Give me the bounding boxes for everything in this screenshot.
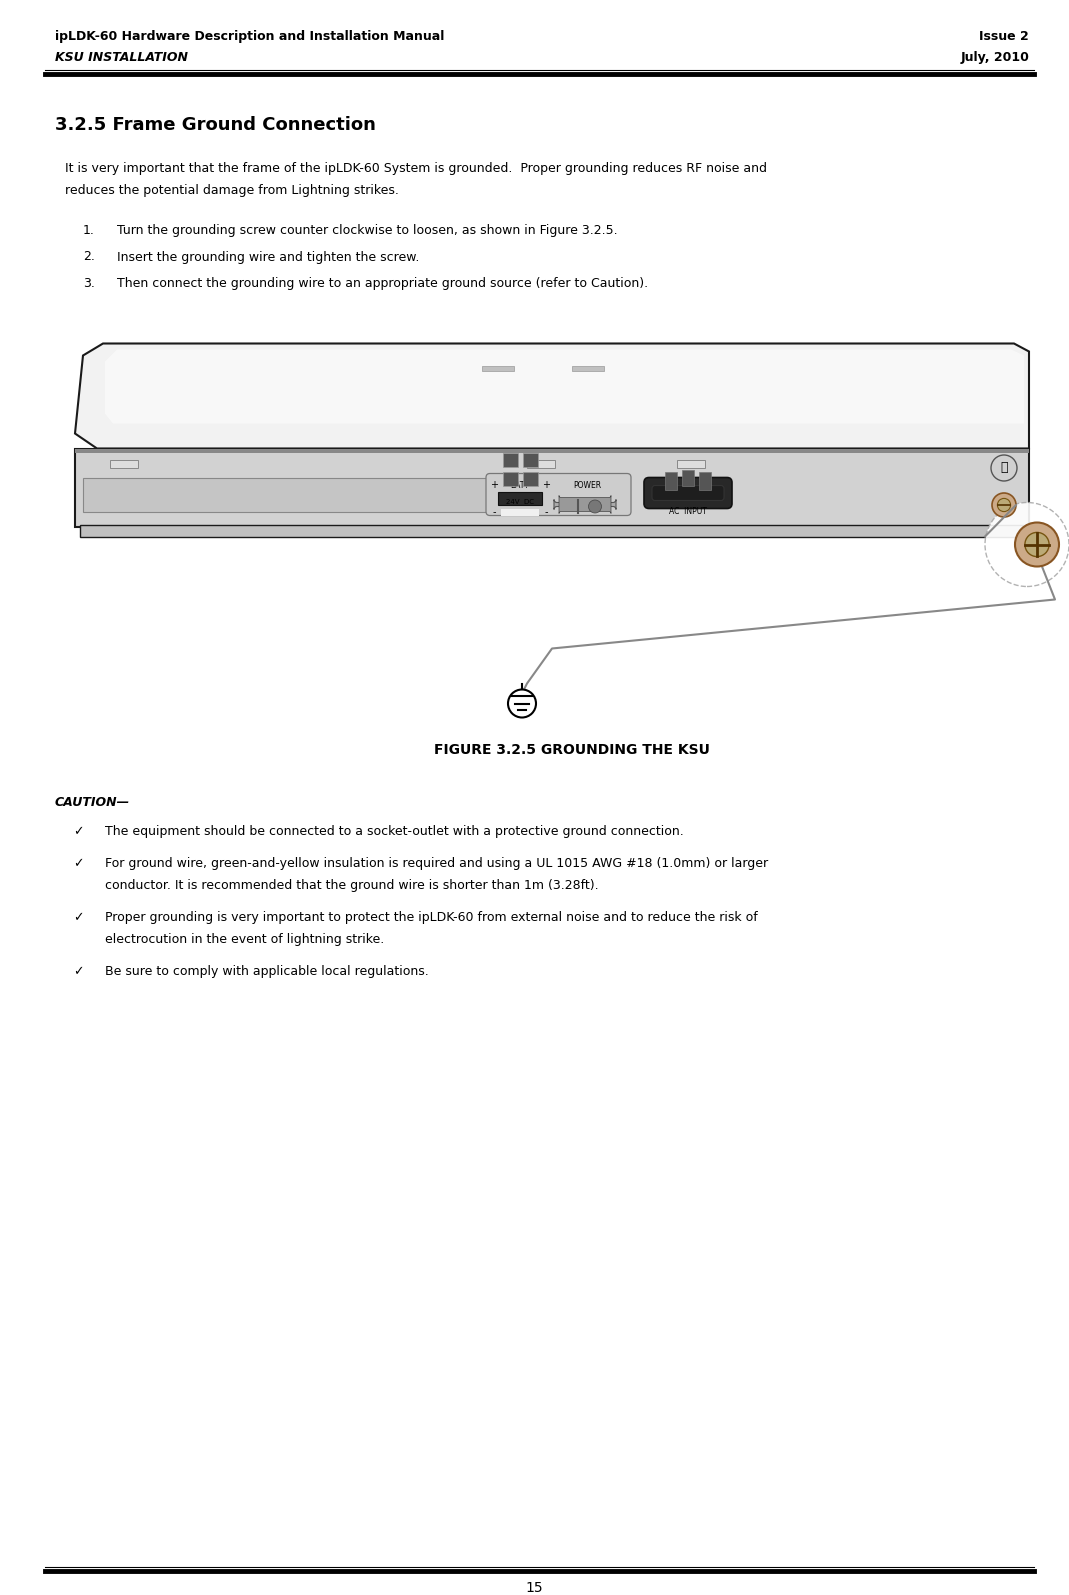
Bar <box>498 491 542 506</box>
Text: ⏚: ⏚ <box>1001 461 1008 474</box>
Bar <box>503 453 518 466</box>
Circle shape <box>997 498 1010 512</box>
FancyBboxPatch shape <box>644 477 732 509</box>
Text: 1.: 1. <box>83 223 95 238</box>
Circle shape <box>985 502 1069 587</box>
Bar <box>75 448 1029 526</box>
Bar <box>527 459 555 467</box>
Bar <box>503 472 518 485</box>
Polygon shape <box>105 349 1024 424</box>
Circle shape <box>589 499 602 514</box>
Text: ipLDK-60 Hardware Description and Installation Manual: ipLDK-60 Hardware Description and Instal… <box>55 30 445 43</box>
Text: 3.2.5 Frame Ground Connection: 3.2.5 Frame Ground Connection <box>55 116 376 134</box>
Text: Insert the grounding wire and tighten the screw.: Insert the grounding wire and tighten th… <box>117 250 419 263</box>
Text: ✓: ✓ <box>73 911 83 924</box>
Text: 24V  DC: 24V DC <box>506 499 534 504</box>
Text: reduces the potential damage from Lightning strikes.: reduces the potential damage from Lightn… <box>65 183 399 198</box>
Text: The equipment should be connected to a socket-outlet with a protective ground co: The equipment should be connected to a s… <box>105 826 684 839</box>
Text: 2.: 2. <box>83 250 95 263</box>
Text: ✓: ✓ <box>73 965 83 978</box>
Text: It is very important that the frame of the ipLDK-60 System is grounded.  Proper : It is very important that the frame of t… <box>65 163 766 175</box>
Text: -: - <box>544 507 547 517</box>
Circle shape <box>992 493 1016 517</box>
Text: CAUTION—: CAUTION— <box>55 796 130 809</box>
Circle shape <box>508 689 536 718</box>
Bar <box>80 525 1024 536</box>
Text: ✓: ✓ <box>73 826 83 839</box>
Bar <box>482 365 514 372</box>
Text: ON: ON <box>560 504 571 509</box>
Circle shape <box>1014 523 1059 566</box>
Text: July, 2010: July, 2010 <box>960 51 1029 64</box>
Text: 3.: 3. <box>83 278 95 290</box>
Text: Then connect the grounding wire to an appropriate ground source (refer to Cautio: Then connect the grounding wire to an ap… <box>117 278 648 290</box>
Text: Issue 2: Issue 2 <box>979 30 1029 43</box>
Text: -: - <box>492 507 496 517</box>
Bar <box>665 472 677 491</box>
Text: AC  INPUT: AC INPUT <box>669 507 707 517</box>
Polygon shape <box>75 343 1029 448</box>
Circle shape <box>991 455 1017 482</box>
Bar <box>83 477 487 512</box>
FancyBboxPatch shape <box>486 474 631 515</box>
Text: Turn the grounding screw counter clockwise to loosen, as shown in Figure 3.2.5.: Turn the grounding screw counter clockwi… <box>117 223 618 238</box>
Text: POWER: POWER <box>573 482 601 491</box>
Bar <box>572 365 604 372</box>
Bar <box>75 448 1029 453</box>
Bar <box>110 459 138 467</box>
Text: conductor. It is recommended that the ground wire is shorter than 1m (3.28ft).: conductor. It is recommended that the gr… <box>105 879 599 893</box>
Text: +: + <box>490 480 498 490</box>
Text: Proper grounding is very important to protect the ipLDK-60 from external noise a: Proper grounding is very important to pr… <box>105 911 758 924</box>
Text: OFF: OFF <box>589 504 602 509</box>
Bar <box>523 453 538 466</box>
Circle shape <box>1025 533 1049 557</box>
Text: FIGURE 3.2.5 GROUNDING THE KSU: FIGURE 3.2.5 GROUNDING THE KSU <box>434 743 710 758</box>
Bar <box>501 509 539 517</box>
Bar <box>677 459 704 467</box>
FancyBboxPatch shape <box>554 499 616 509</box>
Text: ✓: ✓ <box>73 857 83 869</box>
Bar <box>523 472 538 485</box>
FancyBboxPatch shape <box>652 485 724 501</box>
Text: +: + <box>542 480 549 490</box>
Bar <box>699 472 711 491</box>
Text: KSU INSTALLATION: KSU INSTALLATION <box>55 51 188 64</box>
Text: Be sure to comply with applicable local regulations.: Be sure to comply with applicable local … <box>105 965 429 978</box>
Text: 15: 15 <box>526 1581 543 1595</box>
FancyBboxPatch shape <box>559 496 611 514</box>
Text: electrocution in the event of lightning strike.: electrocution in the event of lightning … <box>105 933 384 946</box>
Text: For ground wire, green-and-yellow insulation is required and using a UL 1015 AWG: For ground wire, green-and-yellow insula… <box>105 857 769 869</box>
Bar <box>682 471 694 486</box>
Text: BATT: BATT <box>511 482 529 491</box>
